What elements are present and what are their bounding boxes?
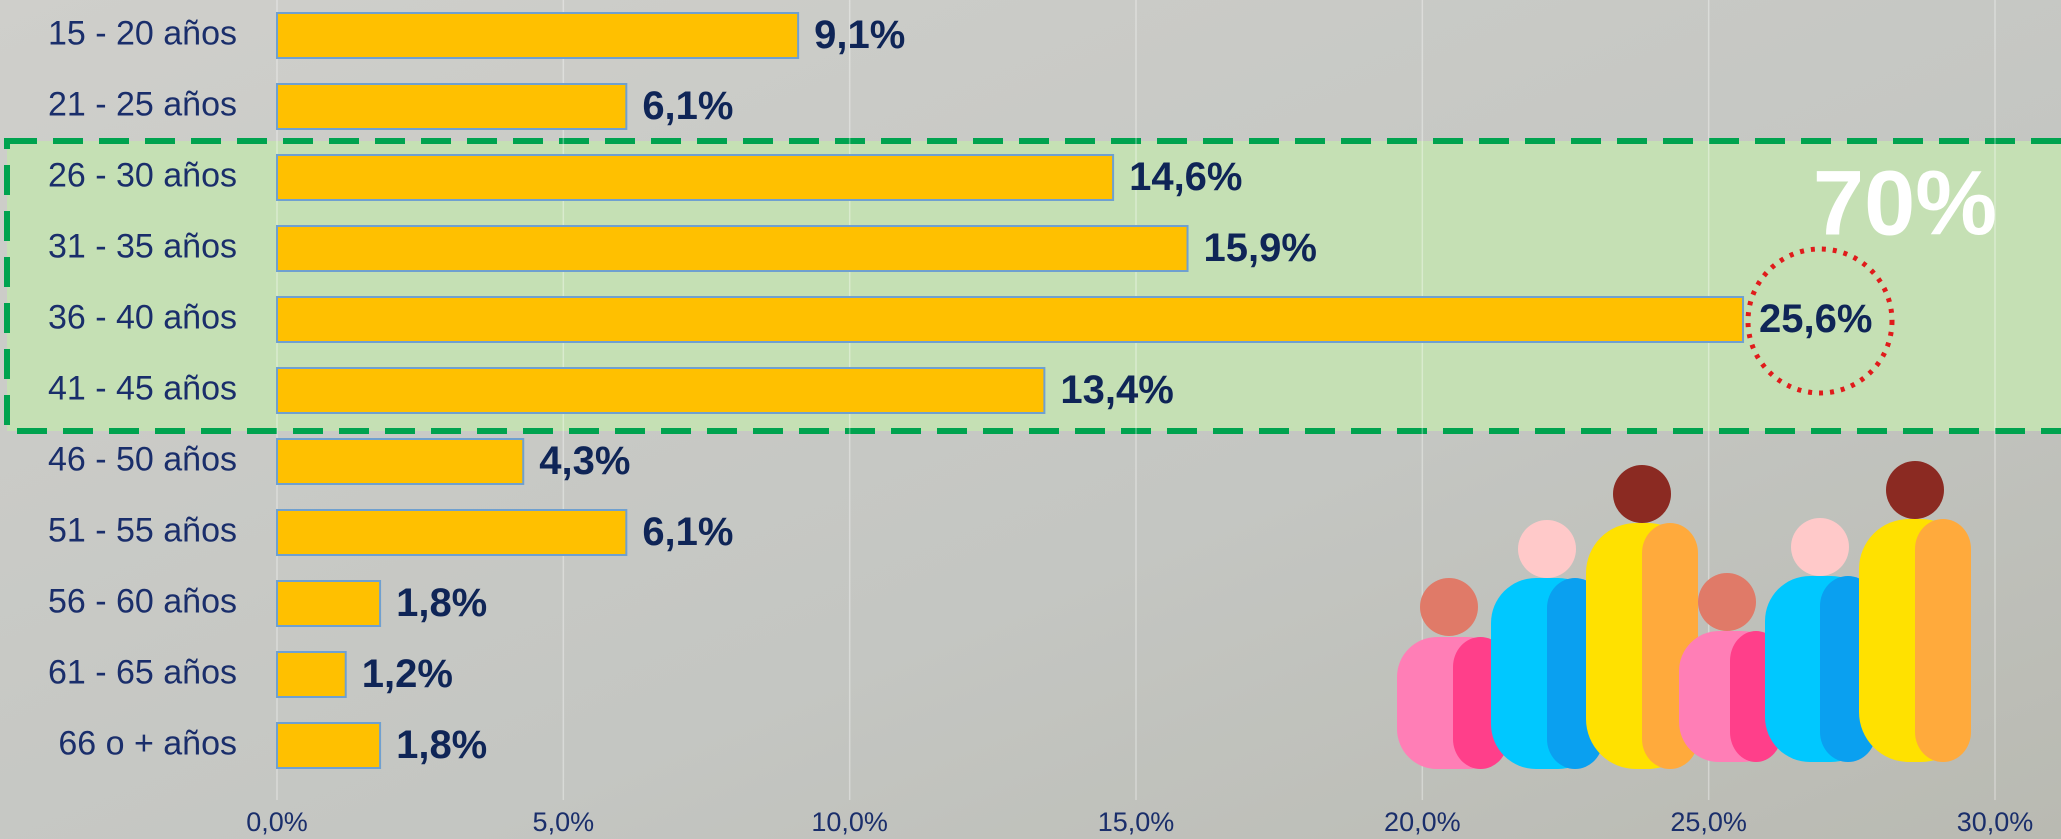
x-tick-label: 30,0% <box>1957 807 2034 837</box>
bar <box>277 84 626 129</box>
value-label: 1,8% <box>396 581 487 625</box>
bar <box>277 510 626 555</box>
bar <box>277 723 380 768</box>
category-label: 15 - 20 años <box>48 14 237 52</box>
x-tick-label: 10,0% <box>811 807 888 837</box>
value-label: 13,4% <box>1060 368 1173 412</box>
x-tick-label: 0,0% <box>246 807 308 837</box>
bar <box>277 368 1044 413</box>
bar <box>277 155 1113 200</box>
chart: 70% 0,0% 5,0% 10,0% 15,0% 20,0% 25,0% 30,0% 15 … <box>0 0 2061 839</box>
category-label: 66 o + años <box>58 724 237 762</box>
x-tick-label: 20,0% <box>1384 807 1461 837</box>
value-label: 9,1% <box>814 13 905 57</box>
category-label: 51 - 55 años <box>48 511 237 549</box>
bar <box>277 13 798 58</box>
bar <box>277 581 380 626</box>
category-label: 36 - 40 años <box>48 298 237 336</box>
category-label: 46 - 50 años <box>48 440 237 478</box>
value-label: 4,3% <box>539 439 630 483</box>
annotation: 70% <box>1813 152 1997 254</box>
category-label: 31 - 35 años <box>48 227 237 265</box>
value-label: 1,8% <box>396 723 487 767</box>
value-label: 6,1% <box>642 84 733 128</box>
x-tick-label: 15,0% <box>1098 807 1175 837</box>
category-label: 61 - 65 años <box>48 653 237 691</box>
category-label: 56 - 60 años <box>48 582 237 620</box>
value-label: 15,9% <box>1204 226 1317 270</box>
category-label: 26 - 30 años <box>48 156 237 194</box>
category-label: 41 - 45 años <box>48 369 237 407</box>
bar <box>277 652 346 697</box>
value-label: 6,1% <box>642 510 733 554</box>
value-label: 25,6% <box>1759 297 1872 341</box>
x-tick-label: 5,0% <box>533 807 595 837</box>
bar <box>277 439 523 484</box>
value-label: 1,2% <box>362 652 453 696</box>
x-tick-label: 25,0% <box>1670 807 1747 837</box>
value-label: 14,6% <box>1129 155 1242 199</box>
category-label: 21 - 25 años <box>48 85 237 123</box>
bar <box>277 226 1188 271</box>
bar <box>277 297 1743 342</box>
